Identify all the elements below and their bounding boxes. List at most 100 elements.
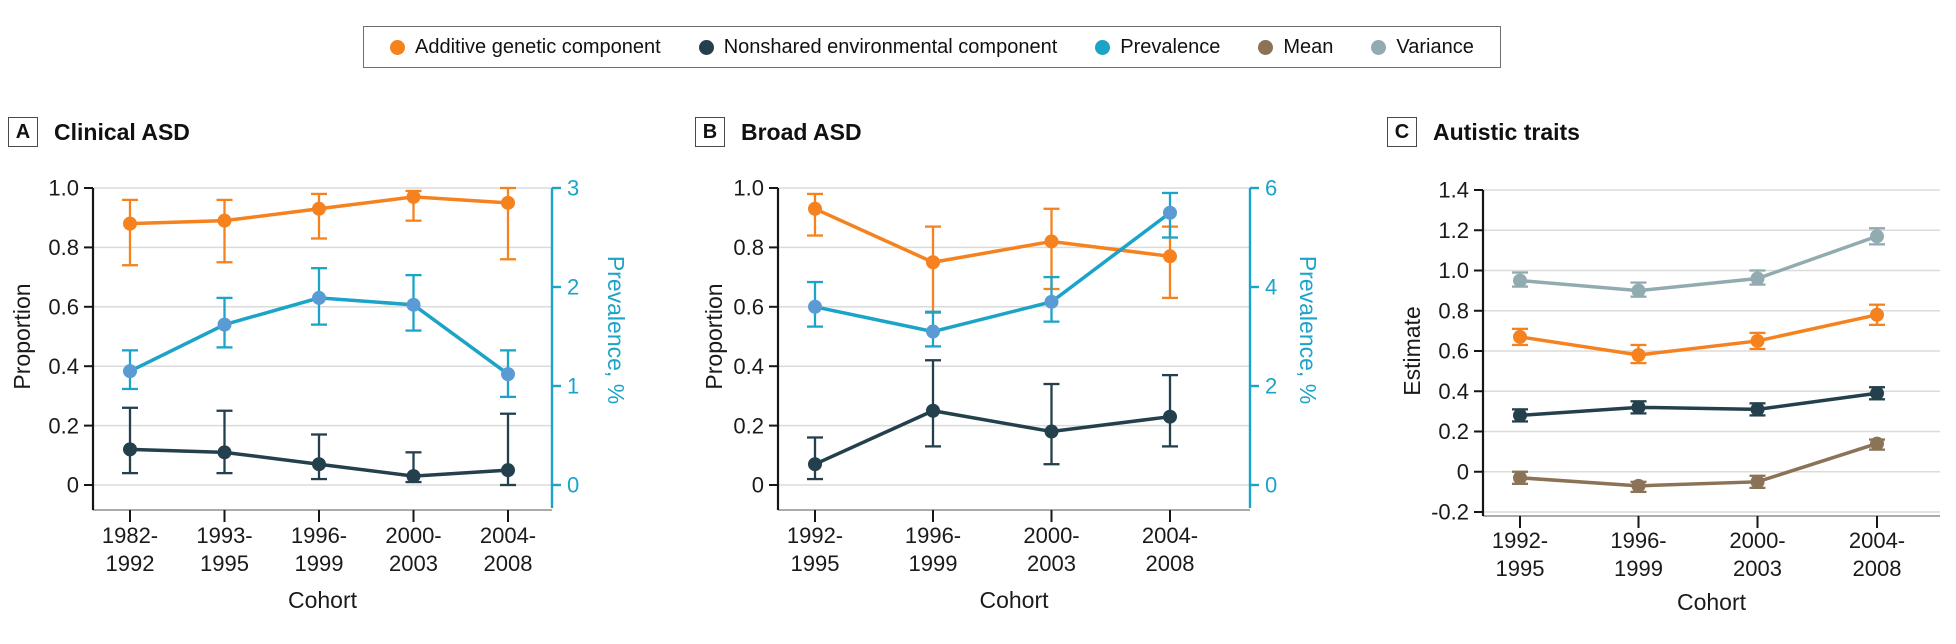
panel-c-series-mean-marker (1870, 436, 1884, 451)
panel-b-series-prevalence-marker (926, 324, 940, 339)
panel-b-x-tick-label: 1999 (909, 551, 958, 576)
panel-a-x-tick-label: 2008 (484, 551, 533, 576)
legend-item-2: Prevalence (1095, 36, 1220, 59)
panel-b-series-prevalence-marker (808, 299, 822, 314)
panel-b-letter: B (695, 117, 725, 147)
panel-b-series-nonshared-environmental-component-marker (926, 403, 940, 418)
panel-b-series-prevalence-marker (1044, 294, 1059, 309)
panel-b-series-additive-genetic-component-line (814, 207, 1171, 265)
panel-a-x-tick-label: 2004- (480, 523, 536, 548)
panel-b-y-axis-title: Proportion (701, 283, 727, 389)
panel-a-title: A Clinical ASD (8, 117, 190, 147)
panel-b-series-nonshared-environmental-component-marker (1044, 424, 1059, 439)
panel-b-series-prevalence-marker (1163, 205, 1177, 220)
panel-a-x-tick-label: 1999 (295, 551, 344, 576)
panel-a-x-tick-label: 1995 (200, 551, 249, 576)
panel-c-y-tick-label: 0.8 (1438, 298, 1469, 323)
panel-a-series-nonshared-environmental-component-marker (217, 445, 232, 460)
panel-c-y-axis-title: Estimate (1399, 306, 1425, 395)
panel-a-x-axis-title: Cohort (288, 587, 358, 613)
panel-c-series-additive-genetic-component-marker (1513, 329, 1527, 344)
legend-dot-icon (1371, 39, 1387, 55)
panel-c-y-tick-label: 1.2 (1438, 218, 1469, 243)
panel-c-series-additive-genetic-component-marker (1870, 307, 1884, 322)
panel-a-y-tick-label: 0.6 (48, 295, 79, 320)
panel-b-y-tick-label: 0.8 (733, 235, 764, 260)
panel-c-series-mean-marker (1631, 478, 1646, 493)
panel-a-y-tick-label: 0.8 (48, 235, 79, 260)
panel-a-x-tick-label: 1982- (102, 523, 158, 548)
legend-item-3: Mean (1258, 36, 1333, 59)
panel-c-y-tick-label: 1.4 (1438, 178, 1469, 203)
panel-b-x-axis-title: Cohort (979, 587, 1049, 613)
panel-c-x-tick-label: 2003 (1733, 556, 1782, 581)
panel-b-title: B Broad ASD (695, 117, 862, 147)
panel-a-x-tick-label: 1993- (196, 523, 252, 548)
panel-c-x-tick-label: 2000- (1729, 528, 1785, 553)
panel-c-series-mean-marker (1513, 470, 1527, 485)
panel-c-series-nonshared-environmental-component-line (1519, 391, 1878, 418)
panel-b-x-tick-label: 2003 (1027, 551, 1076, 576)
panel-c-y-tick-label: 0 (1457, 459, 1469, 484)
panel-a-series-prevalence-marker (406, 297, 421, 312)
legend-item-label: Variance (1396, 35, 1474, 58)
panel-b-y2-axis-title: Prevalence, % (1295, 256, 1321, 404)
panel-b-y-tick-label: 1.0 (733, 176, 764, 201)
panel-c-x-tick-label: 2008 (1853, 556, 1902, 581)
panel-c-x-tick-label: 1995 (1496, 556, 1545, 581)
panel-b-series-additive-genetic-component-marker (926, 255, 940, 270)
legend-item-label: Additive genetic component (415, 35, 661, 58)
panel-a-x-tick-label: 1992 (106, 551, 155, 576)
panel-c-series-variance-marker (1750, 271, 1765, 286)
panel-c-x-tick-label: 1999 (1614, 556, 1663, 581)
legend-dot-icon (698, 39, 714, 55)
panel-c-x-axis-title: Cohort (1677, 589, 1747, 615)
legend: Additive genetic component Nonshared envi… (363, 26, 1501, 68)
panel-c-series-additive-genetic-component-marker (1750, 333, 1765, 348)
legend-item-label: Prevalence (1120, 35, 1221, 58)
panel-b-series-prevalence-line (814, 211, 1172, 334)
panel-a-y-axis-title: Proportion (9, 283, 35, 389)
legend-item-label: Nonshared environmental component (723, 35, 1058, 58)
legend-item-label: Mean (1283, 35, 1334, 58)
legend-dot-icon (1258, 39, 1274, 55)
panel-a-y-tick-label: 0 (67, 473, 79, 498)
panel-c-series-mean-line (1519, 441, 1878, 488)
panel-b-y-tick-label: 0.6 (733, 295, 764, 320)
panel-b-y2-tick-label: 0 (1265, 473, 1277, 498)
panel-a-series-nonshared-environmental-component-marker (406, 469, 421, 484)
panel-b-y2-tick-label: 6 (1265, 176, 1277, 201)
panel-a-series-prevalence-marker (123, 364, 137, 379)
panel-b-x-tick-label: 2000- (1023, 523, 1079, 548)
panel-c-y-tick-label: 0.2 (1438, 419, 1469, 444)
panel-c-y-tick-label: 0.4 (1438, 379, 1469, 404)
panel-b-series-nonshared-environmental-component-line (814, 408, 1171, 466)
panel-b-x-tick-label: 2008 (1146, 551, 1195, 576)
panel-c-series-nonshared-environmental-component-marker (1750, 402, 1765, 417)
panel-c-series-variance-marker (1631, 283, 1646, 298)
panel-b-series-nonshared-environmental-component-marker (808, 457, 822, 472)
panel-a-y2-tick-label: 1 (567, 374, 579, 399)
panel-a-y2-axis-title: Prevalence, % (603, 256, 629, 404)
panel-b-series-nonshared-environmental-component-marker (1163, 409, 1177, 424)
panel-b-series-additive-genetic-component-marker (1044, 234, 1059, 249)
panel-a-series-additive-genetic-component-marker (123, 216, 137, 231)
panel-a-series-nonshared-environmental-component-marker (123, 442, 137, 457)
panel-a-y2-tick-label: 0 (567, 473, 579, 498)
panel-c-series-nonshared-environmental-component-marker (1631, 400, 1646, 415)
panel-c-y-tick-label: 0.6 (1438, 339, 1469, 364)
panel-a-x-tick-label: 1996- (291, 523, 347, 548)
panel-b-series-additive-genetic-component-marker (808, 201, 822, 216)
panel-c-series-mean-marker (1750, 474, 1765, 489)
legend-item-1: Nonshared environmental component (698, 35, 1058, 59)
panel-a-letter: A (8, 117, 38, 147)
panel-a-series-additive-genetic-component-marker (312, 201, 326, 216)
panel-c-name: Autistic traits (1433, 118, 1580, 145)
panel-a-series-additive-genetic-component-marker (406, 189, 421, 204)
panel-c-x-tick-label: 2004- (1849, 528, 1905, 553)
panel-c-x-tick-label: 1996- (1610, 528, 1666, 553)
panel-c-series-variance-marker (1513, 273, 1527, 288)
panel-a-y-tick-label: 1.0 (48, 176, 79, 201)
